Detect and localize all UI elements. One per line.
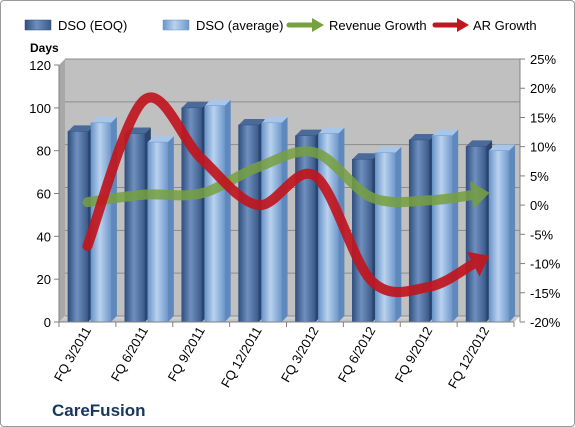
x-tick-label: FQ 9/2011	[165, 324, 208, 384]
y2-tick-label: 15%	[530, 110, 556, 125]
legend-label-revenue-growth: Revenue Growth	[329, 18, 427, 33]
y2-tick-label: -15%	[530, 286, 561, 301]
legend-label-dso-average: DSO (average)	[196, 18, 283, 33]
bar-dso-eoq	[124, 127, 151, 323]
y-tick-label: 60	[37, 187, 51, 202]
bar-dso-eoq	[465, 140, 493, 323]
bar-dso-eoq	[352, 153, 379, 323]
y2-axis-ticks: -20% -15% -10% -5% 0% 5% 10% 15% 20% 25%	[520, 52, 561, 330]
y-axis-ticks: 0 20 40 60 80 100 120	[29, 58, 59, 330]
y2-tick-label: 5%	[530, 169, 549, 184]
y-axis-title: Days	[30, 41, 59, 55]
legend-arrow-icon-revenue-growth	[286, 18, 324, 32]
line-ar-growth	[82, 92, 490, 298]
y-tick-label: 80	[37, 144, 51, 159]
bar-dso-average	[488, 144, 516, 323]
x-axis-ticks: FQ 3/2011 FQ 6/2011 FQ 9/2011 FQ 12/2011 FQ …	[51, 322, 515, 391]
bar-dso-average	[204, 99, 231, 323]
y2-tick-label: 0%	[530, 198, 549, 213]
plot-floor	[59, 316, 520, 322]
legend-label-dso-eoq: DSO (EOQ)	[58, 18, 127, 33]
y2-tick-label: -10%	[530, 257, 561, 272]
x-tick-label: FQ 6/2012	[335, 324, 379, 385]
chart-legend: DSO (EOQ) DSO (average) Revenue Growth A…	[24, 18, 537, 33]
bar-dso-average	[261, 116, 288, 323]
plot-side-wall	[59, 59, 65, 322]
y2-tick-label: 25%	[530, 52, 556, 67]
y-tick-label: 0	[44, 315, 51, 330]
y2-tick-label: -20%	[530, 315, 561, 330]
x-tick-label: FQ 3/2011	[51, 324, 94, 384]
line-series	[82, 92, 490, 298]
arrow-head-icon	[469, 181, 490, 210]
y-tick-label: 100	[29, 101, 51, 116]
bar-dso-eoq	[238, 118, 265, 323]
legend-swatch-dso-eoq	[24, 19, 52, 31]
legend-label-ar-growth: AR Growth	[473, 18, 537, 33]
bar-dso-average	[375, 146, 402, 323]
y2-tick-label: 20%	[530, 81, 556, 96]
legend-arrow-icon-ar-growth	[432, 18, 469, 32]
line-revenue-growth	[82, 146, 490, 210]
y2-tick-label: -5%	[530, 227, 554, 242]
x-tick-label: FQ 12/2012	[445, 324, 492, 391]
company-annotation: CareFusion	[52, 401, 146, 420]
bar-dso-average	[90, 116, 117, 323]
y-tick-label: 120	[29, 58, 51, 73]
x-tick-label: FQ 3/2012	[278, 324, 322, 385]
x-tick-label: FQ 6/2011	[108, 324, 151, 384]
legend-swatch-dso-average	[162, 19, 190, 31]
y-tick-label: 20	[37, 272, 51, 287]
bar-dso-average	[431, 129, 459, 323]
x-tick-label: FQ 9/2012	[392, 324, 436, 385]
x-tick-label: FQ 12/2011	[218, 324, 265, 390]
y-tick-label: 40	[37, 229, 51, 244]
y2-tick-label: 10%	[530, 140, 556, 155]
arrow-head-icon	[466, 251, 490, 277]
bar-dso-average	[147, 136, 174, 323]
